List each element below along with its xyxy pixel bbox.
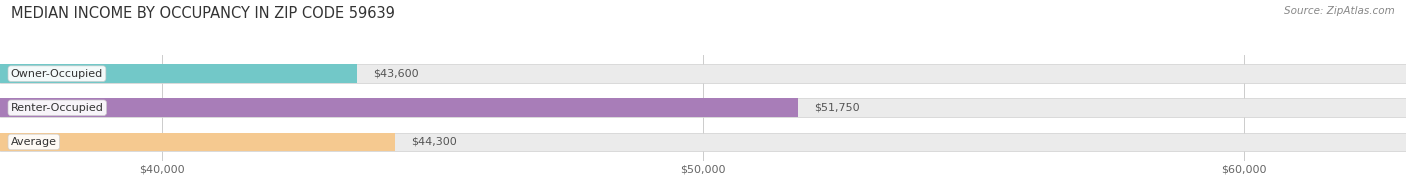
Bar <box>0 98 1406 117</box>
Text: Average: Average <box>11 137 56 147</box>
Bar <box>0 98 797 117</box>
Text: $44,300: $44,300 <box>411 137 457 147</box>
Bar <box>0 132 1406 151</box>
Text: $43,600: $43,600 <box>373 69 419 79</box>
Bar <box>0 132 395 151</box>
Text: Renter-Occupied: Renter-Occupied <box>11 103 104 113</box>
Bar <box>0 64 357 83</box>
Text: Owner-Occupied: Owner-Occupied <box>11 69 103 79</box>
Text: Source: ZipAtlas.com: Source: ZipAtlas.com <box>1284 6 1395 16</box>
Text: MEDIAN INCOME BY OCCUPANCY IN ZIP CODE 59639: MEDIAN INCOME BY OCCUPANCY IN ZIP CODE 5… <box>11 6 395 21</box>
Bar <box>0 64 1406 83</box>
Text: $51,750: $51,750 <box>814 103 859 113</box>
